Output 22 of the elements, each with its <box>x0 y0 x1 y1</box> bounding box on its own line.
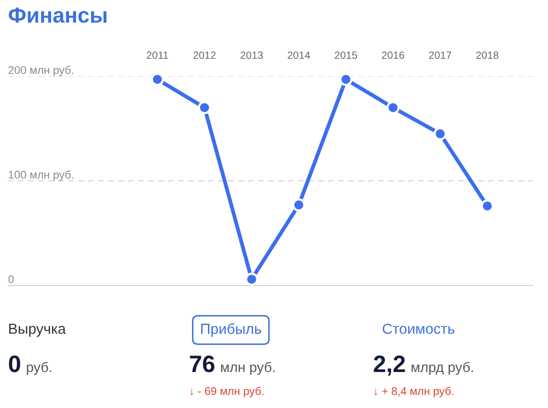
y-tick-label: 0 <box>8 275 14 284</box>
x-tick-label: 2015 <box>334 51 358 59</box>
y-tick-label: 200 млн руб. <box>8 66 74 76</box>
text: млрд руб. <box>412 362 473 375</box>
x-tick-label: 2011 <box>146 51 168 59</box>
text: ↓ - 69 млн руб. <box>190 386 264 398</box>
text: ↓ + 8,4 млн руб. <box>374 386 454 398</box>
text: Стоимость <box>382 324 454 334</box>
text: Прибыль <box>201 323 262 337</box>
x-tick-label: 2016 <box>382 51 404 59</box>
text: Выручка <box>9 324 66 337</box>
x-tick-label: 2017 <box>429 51 452 59</box>
x-tick-label: 2013 <box>240 51 263 59</box>
text: руб. <box>26 362 52 375</box>
y-tick-label: 100 млн руб. <box>8 170 74 181</box>
x-tick-label: 2018 <box>476 51 498 59</box>
chart-title: Финансы <box>8 8 106 23</box>
x-tick-label: 2012 <box>193 51 216 59</box>
text: 76 <box>190 356 214 372</box>
text: 2,2 <box>374 356 405 376</box>
text: млн руб. <box>221 362 275 375</box>
x-tick-label: 2014 <box>288 51 310 59</box>
